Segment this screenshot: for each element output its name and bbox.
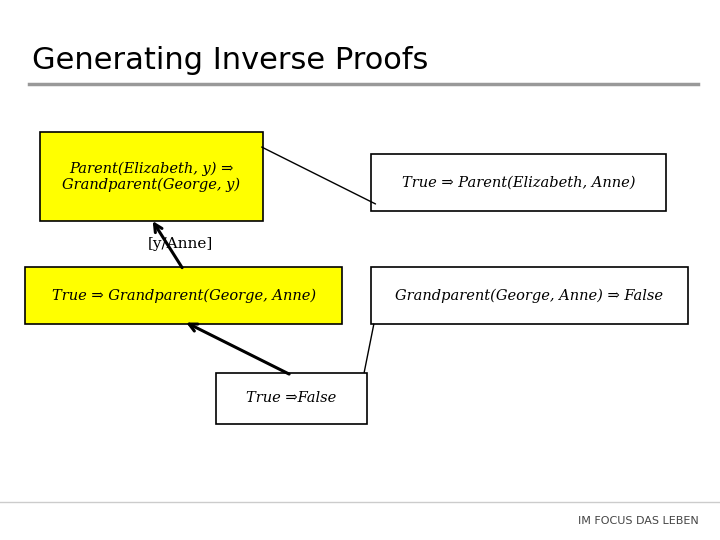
FancyBboxPatch shape: [25, 267, 342, 324]
Text: True ⇒ Parent(Elizabeth, Anne): True ⇒ Parent(Elizabeth, Anne): [402, 176, 635, 189]
FancyBboxPatch shape: [40, 132, 263, 221]
FancyBboxPatch shape: [216, 373, 367, 424]
Text: Parent(Elizabeth, y) ⇒
Grandparent(George, y): Parent(Elizabeth, y) ⇒ Grandparent(Georg…: [62, 161, 240, 192]
FancyBboxPatch shape: [371, 267, 688, 324]
FancyBboxPatch shape: [371, 154, 666, 211]
Text: True ⇒False: True ⇒False: [246, 392, 337, 405]
Text: [y/Anne]: [y/Anne]: [148, 237, 213, 251]
Text: IM FOCUS DAS LEBEN: IM FOCUS DAS LEBEN: [577, 516, 698, 526]
Text: Generating Inverse Proofs: Generating Inverse Proofs: [32, 46, 429, 75]
Text: True ⇒ Grandparent(George, Anne): True ⇒ Grandparent(George, Anne): [52, 288, 315, 303]
Text: Grandparent(George, Anne) ⇒ False: Grandparent(George, Anne) ⇒ False: [395, 288, 663, 303]
